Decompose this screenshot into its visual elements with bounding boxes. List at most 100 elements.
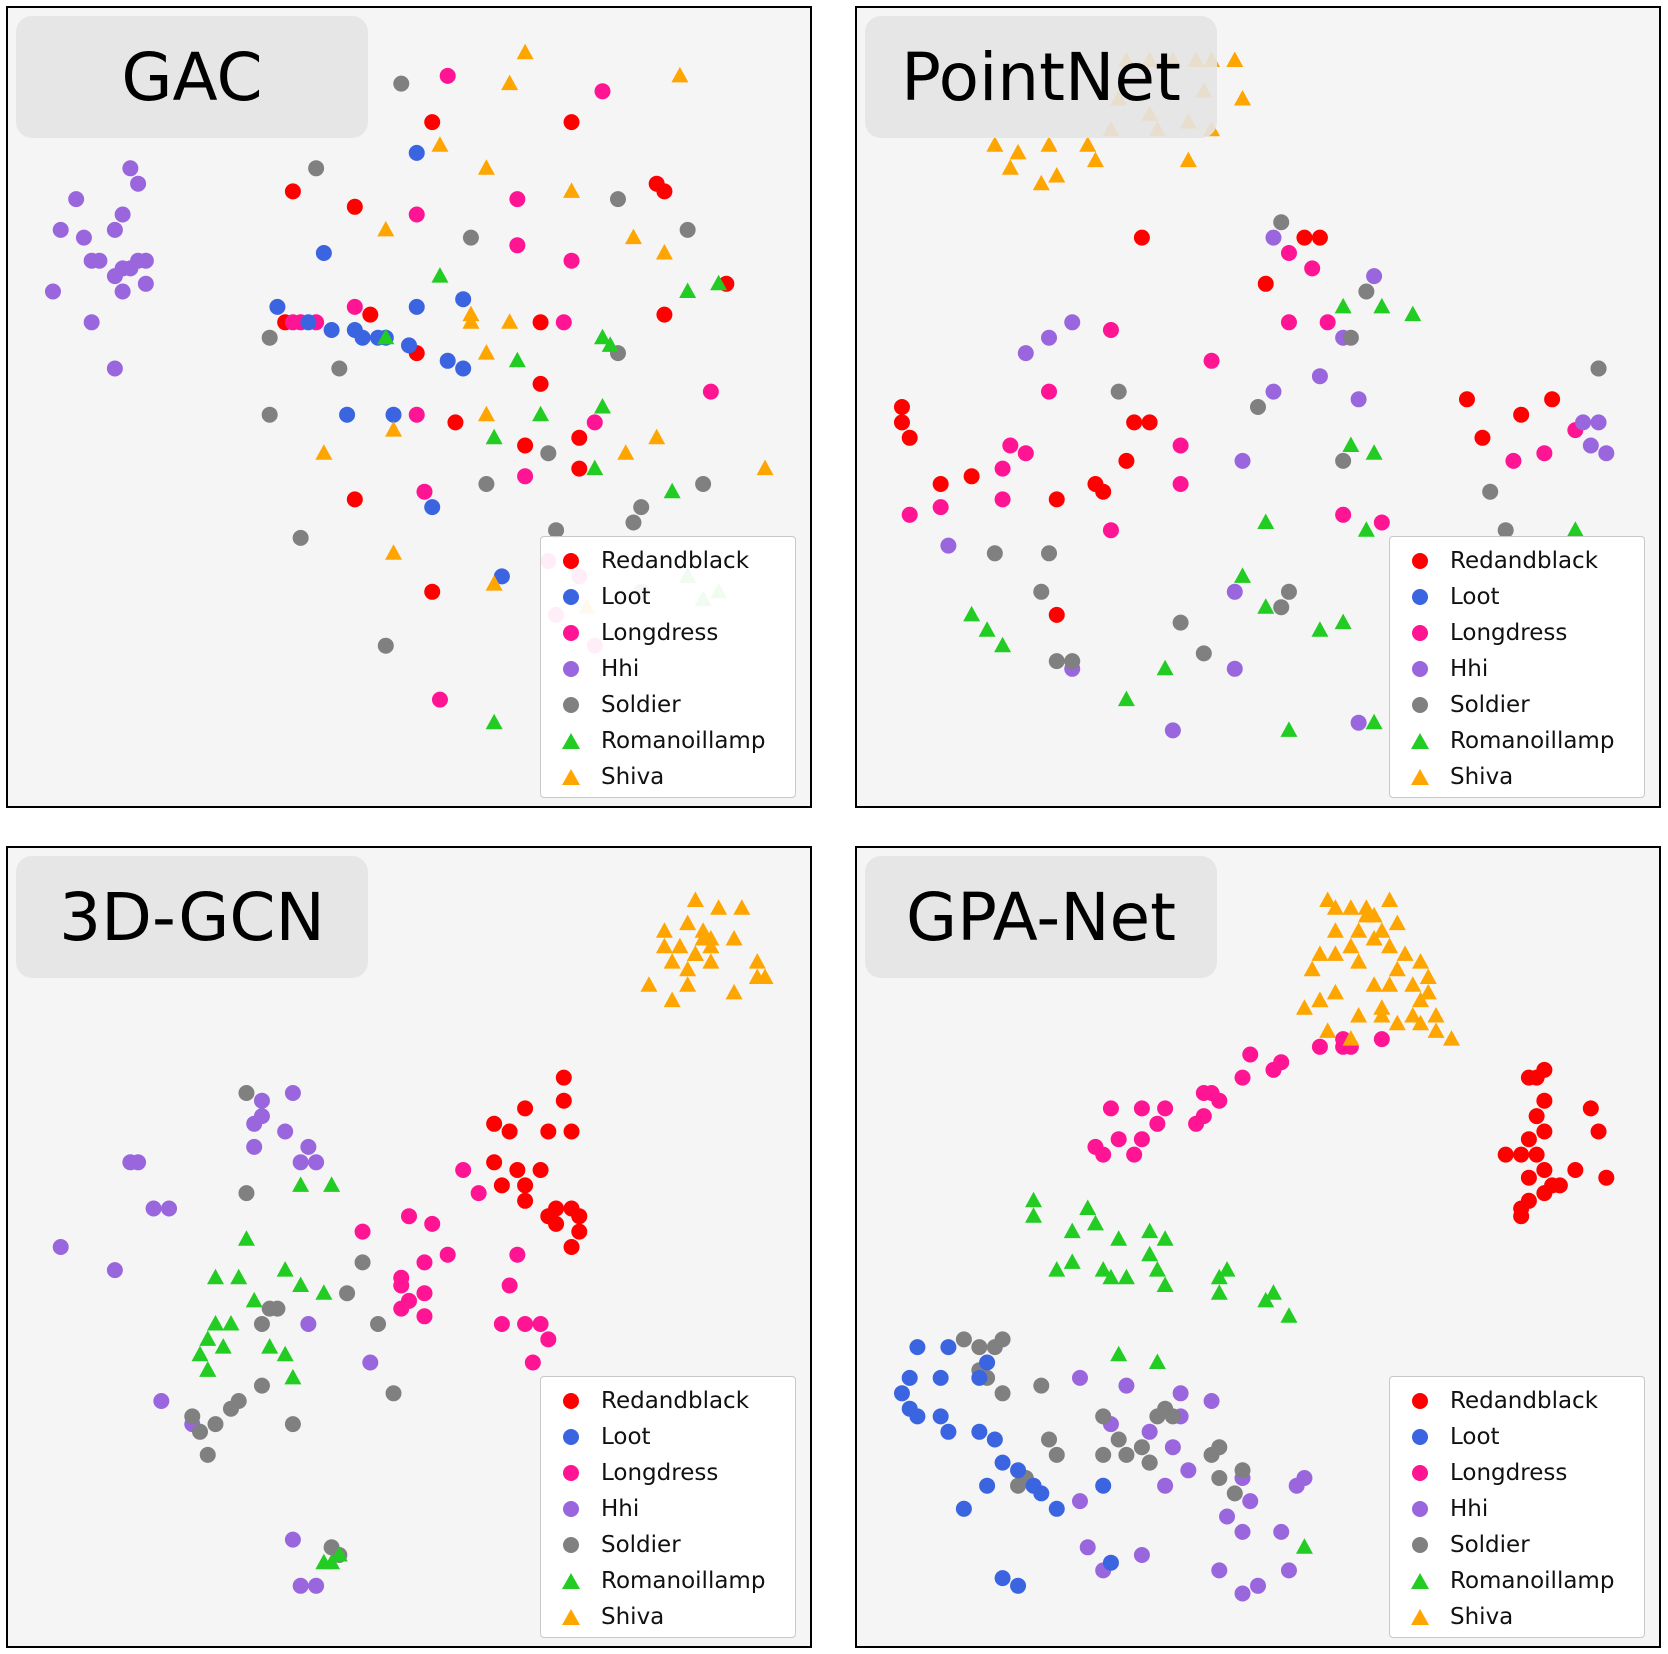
soldier-point-3: [1110, 383, 1127, 400]
legend-item-longdress: Longdress: [541, 615, 795, 651]
loot-point-8: [909, 1408, 926, 1425]
romanoillamp-point-17: [199, 1361, 217, 1377]
loot-point-5: [901, 1369, 918, 1386]
shiva-point-15: [1079, 136, 1097, 152]
romanoillamp-point-4: [1365, 444, 1383, 460]
redandblack-point-1: [1536, 1061, 1553, 1078]
hhi-point-15: [114, 283, 131, 300]
shiva-point-10: [501, 313, 519, 329]
shiva-point-11: [1342, 937, 1360, 954]
soldier-point-18: [1497, 522, 1514, 539]
shiva-point-17: [648, 428, 666, 445]
shiva-point-17: [679, 960, 697, 977]
longdress-point-17: [1505, 452, 1522, 469]
romanoillamp-point-11: [963, 605, 981, 622]
shiva-point-20: [485, 575, 503, 591]
longdress-point-16: [431, 691, 448, 708]
hhi-point-11: [137, 252, 154, 269]
soldier-point-11: [695, 476, 712, 492]
legend-label: Shiva: [601, 1604, 665, 1630]
longdress-point-14: [1172, 476, 1189, 492]
legend-circle-marker: [1412, 697, 1428, 713]
longdress-point-13: [586, 414, 603, 431]
romanoillamp-point-5: [1110, 1230, 1128, 1246]
shiva-point-5: [563, 182, 581, 198]
hhi-point-11: [145, 1200, 162, 1217]
romanoillamp-point-8: [315, 1284, 333, 1300]
longdress-point-2: [354, 1223, 371, 1240]
soldier-point-16: [625, 514, 642, 531]
longdress-point-12: [408, 406, 425, 423]
longdress-point-10: [555, 314, 572, 331]
legend-label: Redandblack: [601, 548, 750, 574]
soldier-point-18: [1211, 1439, 1228, 1456]
shiva-point-22: [1179, 151, 1197, 168]
longdress-point-4: [424, 1215, 441, 1232]
hhi-point-8: [292, 1154, 309, 1171]
shiva-point-30: [1404, 1007, 1422, 1023]
legend-circle-marker: [1412, 661, 1428, 677]
hhi-point-17: [153, 1393, 170, 1409]
loot-point-16: [1033, 1485, 1050, 1502]
romanoillamp-point-6: [508, 351, 526, 368]
hhi-point-25: [1288, 1477, 1305, 1494]
legend-label: Hhi: [1450, 1496, 1489, 1522]
redandblack-point-15: [1048, 606, 1065, 623]
soldier-point-9: [253, 1377, 270, 1394]
redandblack-point-15: [1551, 1177, 1568, 1194]
shiva-point-33: [1412, 991, 1430, 1008]
redandblack-point-13: [1520, 1169, 1537, 1186]
longdress-point-5: [1041, 383, 1058, 400]
legend-label: Soldier: [1450, 692, 1530, 718]
soldier-point-5: [269, 1300, 286, 1317]
legend-triangle-marker: [1411, 733, 1429, 749]
longdress-point-14: [517, 1316, 534, 1332]
longdress-point-7: [1265, 1061, 1282, 1078]
gpa-net-scatter-plot: [893, 891, 1615, 1602]
loot-point-21: [1102, 1554, 1119, 1571]
legend-item-soldier: Soldier: [1390, 1527, 1644, 1563]
legend-item-romanoillamp: Romanoillamp: [1390, 723, 1644, 759]
redandblack-point-17: [540, 1208, 557, 1225]
redandblack-point-0: [555, 1069, 572, 1086]
3d-gcn-panel: 3D-GCN Redandblack Loot Longdress Hhi Soldie…: [6, 846, 812, 1648]
redandblack-point-14: [1048, 491, 1065, 508]
shiva-point-39: [1342, 1030, 1360, 1046]
shiva-point-1: [501, 74, 519, 91]
soldier-point-1: [971, 1339, 988, 1356]
romanoillamp-point-2: [710, 274, 728, 291]
legend-label: Loot: [1450, 1424, 1500, 1450]
legend-item-redandblack: Redandblack: [541, 1383, 795, 1419]
redandblack-point-8: [1590, 1123, 1607, 1140]
romanoillamp-point-2: [237, 1230, 255, 1246]
longdress-point-5: [416, 1254, 433, 1271]
loot-point-2: [979, 1354, 996, 1371]
legend-triangle-marker: [1411, 1573, 1429, 1589]
romanoillamp-point-15: [1156, 1276, 1174, 1292]
legend-circle-marker: [563, 553, 579, 569]
redandblack-point-9: [362, 306, 379, 323]
hhi-point-3: [114, 206, 131, 223]
legend-circle-marker: [563, 661, 579, 677]
hhi-point-14: [106, 1262, 123, 1279]
hhi-point-10: [1590, 414, 1607, 431]
longdress-point-6: [1203, 352, 1220, 369]
soldier-point-23: [1010, 1477, 1027, 1494]
hhi-point-14: [1226, 583, 1243, 600]
hhi-point-20: [292, 1577, 309, 1594]
romanoillamp-point-0: [431, 267, 449, 283]
romanoillamp-point-3: [1063, 1222, 1081, 1239]
romanoillamp-point-3: [207, 1268, 224, 1285]
soldier-point-12: [292, 529, 309, 546]
hhi-point-15: [1273, 1523, 1290, 1540]
longdress-point-14: [1149, 1115, 1166, 1132]
shiva-point-21: [1086, 151, 1104, 168]
legend-label: Longdress: [601, 620, 719, 646]
hhi-point-1: [1366, 268, 1383, 285]
hhi-point-8: [1234, 452, 1251, 469]
romanoillamp-point-1: [323, 1176, 341, 1192]
legend-triangle-marker: [562, 733, 580, 749]
romanoillamp-point-0: [1334, 297, 1352, 314]
soldier-point-15: [1195, 645, 1212, 662]
romanoillamp-point-8: [1257, 598, 1275, 614]
